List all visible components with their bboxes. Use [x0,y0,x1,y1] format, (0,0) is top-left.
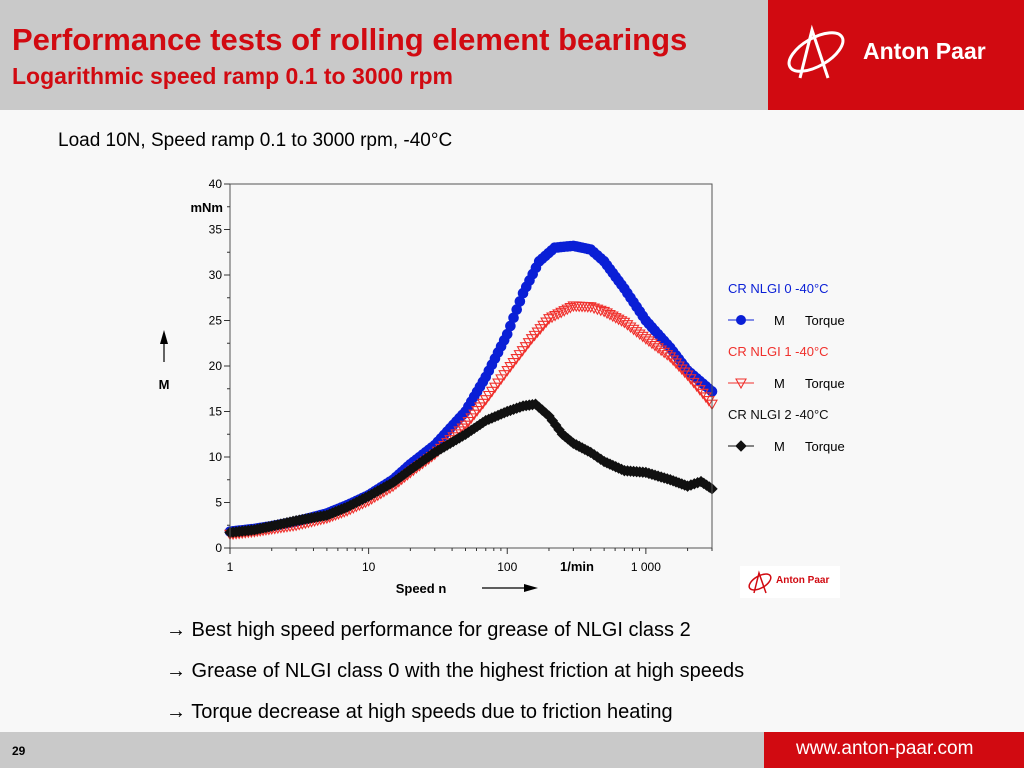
data-point [687,377,700,389]
data-point [696,388,709,400]
legend-group-label: CR NLGI 0 -40°C [728,281,829,296]
y-unit-label: mNm [190,200,223,215]
x-unit-label: 1/min [560,559,594,574]
plot-frame [229,183,713,549]
data-point [661,350,674,361]
anton-paar-logo-icon [787,24,845,79]
x-tick-label: 100 [497,560,517,574]
page-subtitle: Logarithmic speed ramp 0.1 to 3000 rpm [12,63,453,89]
legend-group-label: CR NLGI 2 -40°C [728,407,829,422]
data-point [675,364,688,376]
data-point [612,314,625,326]
data-point [564,302,577,314]
data-point [549,310,562,322]
footer-bar: 29 www.anton-paar.com [0,732,1024,768]
y-tick-label: 30 [209,268,223,282]
axes: 0 5 10 15 20 25 30 35 40 1 10 100 1 000 1/min mNm Speed… [159,177,713,596]
legend-symbol: M [774,313,785,328]
brand-logo-box: Anton Paar [768,0,1024,110]
small-anton-paar-logo-icon [748,570,772,594]
data-point [681,370,694,382]
x-axis-arrow-head [524,584,538,592]
chart-caption: Load 10N, Speed ramp 0.1 to 3000 rpm, -4… [58,130,453,151]
data-point [558,306,571,317]
y-tick-label: 0 [215,541,222,555]
y-axis-label: M [159,377,170,392]
data-point [561,304,574,316]
legend-marker [735,440,747,452]
data-point [543,314,555,325]
legend-marker [736,315,746,325]
data-point [670,358,682,370]
page-number: 29 [12,744,26,758]
bullet-item: → Torque decrease at high speeds due to … [166,701,673,723]
legend-name: Torque [805,376,845,391]
data-point [552,309,565,321]
legend-symbol: M [774,376,785,391]
series-0 [224,240,718,537]
data-point [606,311,619,323]
data-point [555,307,568,319]
x-axis-label: Speed n [396,581,447,596]
y-tick-label: 20 [209,359,223,373]
legend: CR NLGI 0 -40°C M Torque CR NLGI 1 -40°C M To… [728,281,845,454]
data-point [603,309,616,321]
y-tick-label: 25 [209,314,223,328]
data-point [667,355,680,367]
small-brand-logo: Anton Paar [740,566,840,598]
data-point [609,313,622,324]
footer-brand-box: www.anton-paar.com [764,732,1024,768]
data-point [690,381,703,393]
brand-name: Anton Paar [863,38,986,64]
data-point [703,396,715,407]
bullet-item: → Best high speed performance for grease… [166,619,691,641]
y-tick-label: 10 [209,450,223,464]
data-point [699,392,712,404]
data-point [546,312,558,324]
bullet-item: → Grease of NLGI class 0 with the highes… [166,660,745,682]
y-tick-label: 5 [215,496,222,510]
data-point [664,352,677,364]
x-tick-label: 10 [362,560,376,574]
y-tick-label: 35 [209,223,223,237]
small-brand-name: Anton Paar [776,575,830,586]
legend-symbol: M [774,439,785,454]
legend-group-label: CR NLGI 1 -40°C [728,344,829,359]
series-1 [224,301,718,541]
website-link[interactable]: www.anton-paar.com [796,738,974,759]
data-point [684,374,697,385]
data-point [598,306,611,318]
legend-name: Torque [805,439,845,454]
plot-points [224,240,718,541]
data-point [678,367,691,379]
legend-marker [735,378,747,390]
page-title: Performance tests of rolling element bea… [12,22,688,57]
header-bar: Performance tests of rolling element bea… [0,0,768,110]
y-axis-arrow-head [160,330,168,344]
x-tick-label: 1 [227,560,234,574]
data-point [693,385,706,396]
data-point [672,361,685,373]
y-tick-label: 40 [209,177,223,191]
x-tick-label: 1 000 [631,560,661,574]
data-point [601,308,613,320]
content-area [0,110,1024,732]
bullet-list: → Best high speed performance for grease… [166,616,744,739]
data-point [615,316,628,327]
legend-name: Torque [805,313,845,328]
series-2 [224,398,718,539]
y-tick-label: 15 [209,405,223,419]
